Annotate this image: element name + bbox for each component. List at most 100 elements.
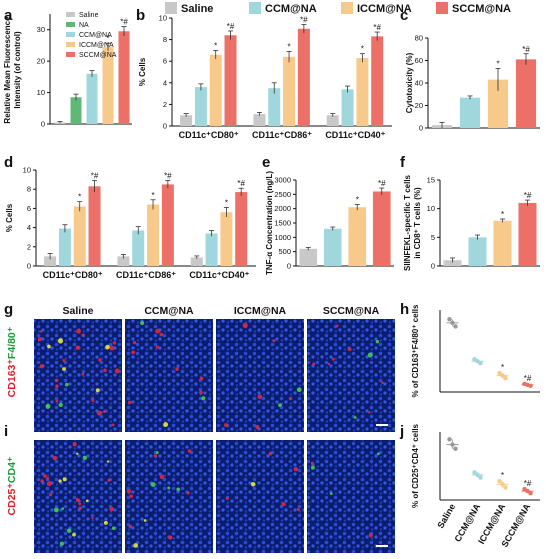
c-ytick-label: 80 [415,34,423,43]
a-legend-swatch [66,42,75,47]
c-ytick-label: 60 [415,56,423,65]
image-signal-spot [163,422,169,427]
image-signal-spot [296,507,300,511]
image-signal-spot [281,502,286,507]
e-ytick-label: 3000 [274,176,291,185]
h-point [500,373,505,378]
image-signal-spot [111,423,115,427]
image-signal-spot [186,491,190,495]
h-point [522,381,527,386]
e-1-bar [323,228,342,266]
a-1-bar [70,97,82,124]
panel-label-e: e [262,154,270,171]
f-ylabel: SIINFEKL-specific T cells [403,174,412,271]
legend-swatch-saline [165,2,177,14]
b-c2s2-sig-label: * [361,45,364,54]
a-legend-label: SCCM@NA [79,52,117,59]
h-point [472,357,477,362]
a-legend-label: CCM@NA [79,32,112,39]
j-point [447,437,452,442]
image-signal-spot [48,493,53,497]
image-signal-spot [37,337,43,342]
b-c0s2-bar [209,54,222,126]
b-c1s3-bar [297,28,310,126]
chart-f: 0 5 10 15 SIINFEKL-specific T cells in CD8⁺ T… [403,174,540,271]
j-point [453,446,458,451]
panel-label-g: g [4,301,13,318]
b-ytick-label: 2 [163,100,167,109]
b-c2s3-bar [371,36,384,126]
c-ytick-label: 20 [415,101,423,110]
image-signal-spot [62,359,66,363]
image-signal-spot [103,410,106,413]
a-ytick-label: 10 [37,88,45,97]
image-column-title-saline: Saline [63,305,94,317]
b-c0s2-sig-label: * [214,41,217,50]
a-3-bar [102,47,114,124]
image-signal-spot [327,362,331,366]
image-signal-spot [109,506,114,512]
a-legend-label: NA [79,22,89,29]
image-column-title-sccm: SCCM@NA [323,305,380,317]
d-ytick-label: 10 [23,166,31,175]
f-ytick-label: 15 [427,176,435,185]
image-signal-spot [72,532,76,537]
b-c1s2-bar [283,56,296,126]
image-signal-spot [187,449,192,453]
a-legend-label: Saline [79,12,99,19]
image-tile [307,319,395,432]
h-point [450,320,455,326]
image-signal-spot [95,388,100,393]
image-signal-spot [46,476,50,480]
b-c2s0-bar [326,115,339,126]
image-tile [34,440,122,553]
image-signal-spot [39,364,44,369]
image-signal-spot [329,492,333,496]
h-point [453,324,458,329]
b-c0s3-sig-label: *# [227,22,235,31]
f-2-sig-label: * [501,210,504,219]
b-c2s3-sig-label: *# [373,23,381,32]
image-signal-spot [268,451,273,456]
image-signal-spot [105,344,110,350]
e-ytick-label: 1500 [274,219,291,228]
e-0-bar [299,248,318,266]
image-signal-spot [143,519,147,522]
d-ytick-label: 0 [27,262,31,271]
panel-label-b: b [136,7,145,24]
d-category-label: CD11c⁺CD86⁺ [116,270,176,280]
image-signal-spot [114,368,120,374]
legend-swatch-sccm [436,2,448,14]
b-c1s1-bar [268,88,281,126]
e-2-sig-label: * [356,195,359,204]
image-signal-spot [81,372,85,376]
image-signal-spot [331,357,335,361]
image-signal-spot [47,344,51,349]
image-signal-spot [76,452,79,455]
image-signal-spot [78,506,82,510]
image-signal-spot [155,345,160,349]
b-category-label: CD11c⁺CD80⁺ [179,130,239,140]
image-signal-spot [76,328,81,334]
microscopy-images [34,319,395,553]
e-3-bar [372,191,391,266]
image-signal-spot [112,341,117,345]
d-c0s3-bar [88,186,101,266]
image-signal-spot [159,332,164,337]
image-signal-spot [39,330,43,333]
a-4-sig-label: *# [120,18,128,27]
h-ylabel: % of CD163⁺F4/80⁺ cells [411,304,420,397]
image-signal-spot [66,528,72,533]
j-point [497,478,502,484]
j-point [450,442,455,447]
image-signal-spot [46,481,52,487]
a-legend-swatch [66,52,75,57]
image-signal-spot [78,502,82,506]
image-signal-spot [75,345,81,350]
f-ylabel: in CD8⁺ T cells (%) [413,187,422,259]
image-signal-spot [293,466,299,472]
e-ytick-label: 0 [287,262,291,271]
image-tile [307,440,395,553]
d-c2s3-sig-label: *# [237,179,245,188]
panel-label-f: f [400,154,406,171]
